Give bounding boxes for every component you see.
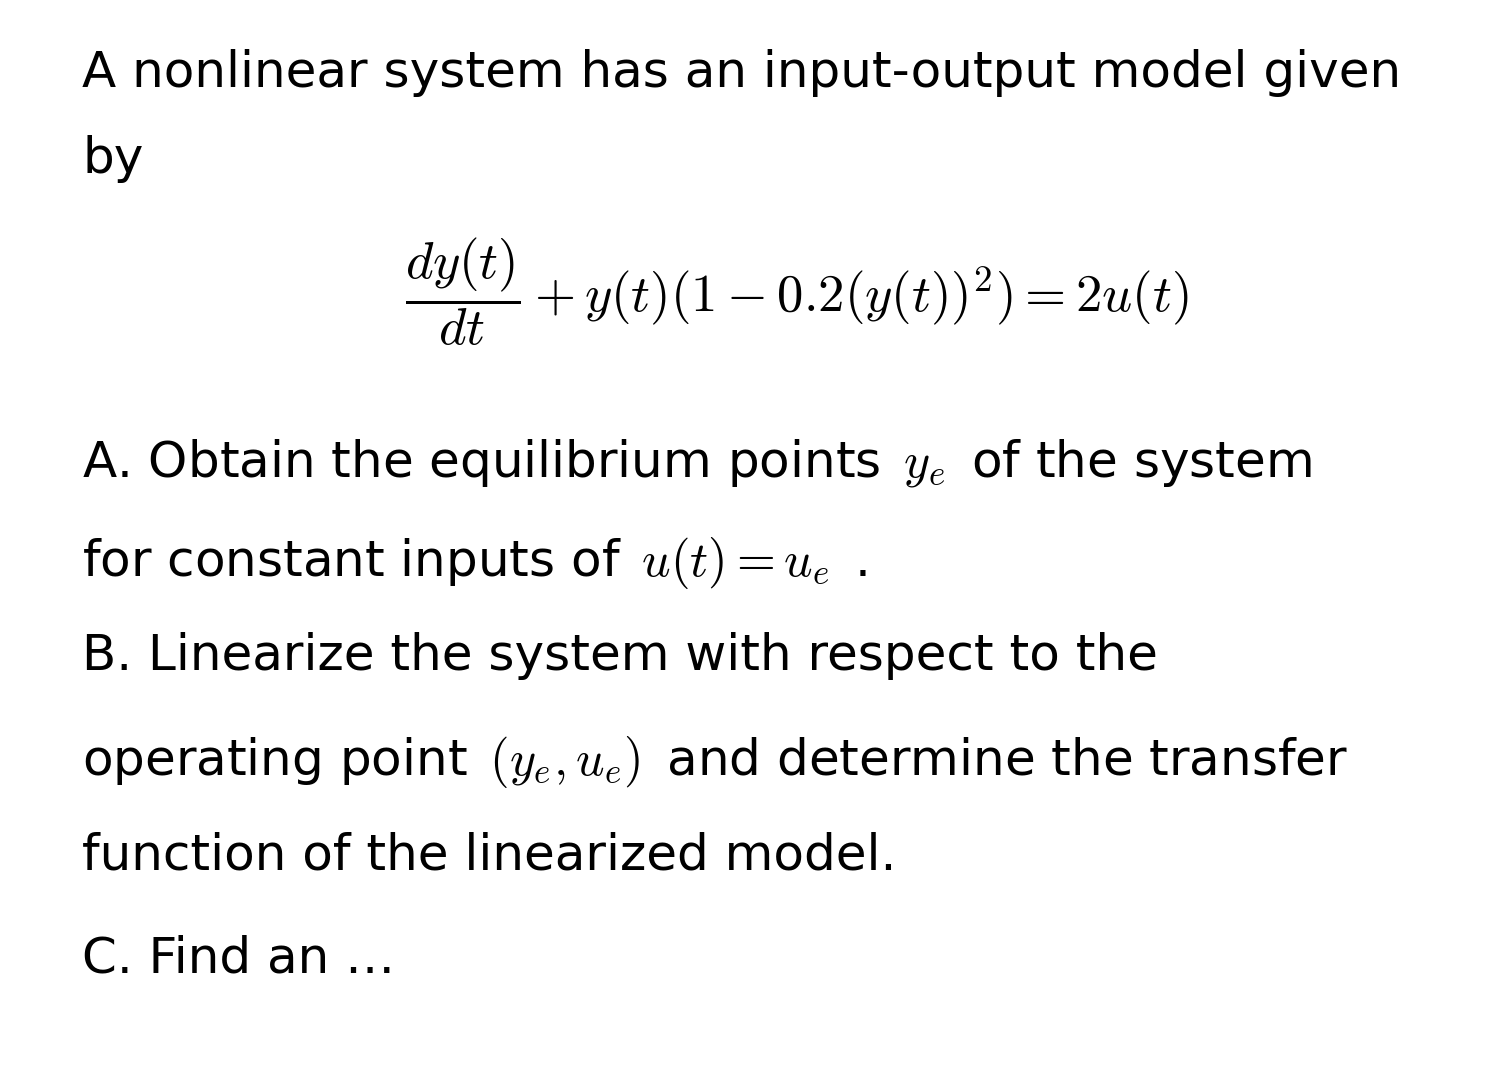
Text: by: by [82, 135, 144, 183]
Text: A. Obtain the equilibrium points $\,y_e\,$ of the system: A. Obtain the equilibrium points $\,y_e\… [82, 437, 1312, 489]
Text: C. Find an …: C. Find an … [82, 934, 396, 982]
Text: operating point $\,(y_e, u_e)\,$ and determine the transfer: operating point $\,(y_e, u_e)\,$ and det… [82, 734, 1348, 791]
Text: function of the linearized model.: function of the linearized model. [82, 832, 897, 879]
Text: B. Linearize the system with respect to the: B. Linearize the system with respect to … [82, 632, 1158, 679]
Text: A nonlinear system has an input-output model given: A nonlinear system has an input-output m… [82, 49, 1401, 96]
Text: $\dfrac{dy(t)}{dt} + y(t)(1 - 0.2(y(t))^2) = 2u(t)$: $\dfrac{dy(t)}{dt} + y(t)(1 - 0.2(y(t))^… [405, 235, 1188, 348]
Text: for constant inputs of $\,u(t) = u_e\,$ .: for constant inputs of $\,u(t) = u_e\,$ … [82, 535, 868, 591]
